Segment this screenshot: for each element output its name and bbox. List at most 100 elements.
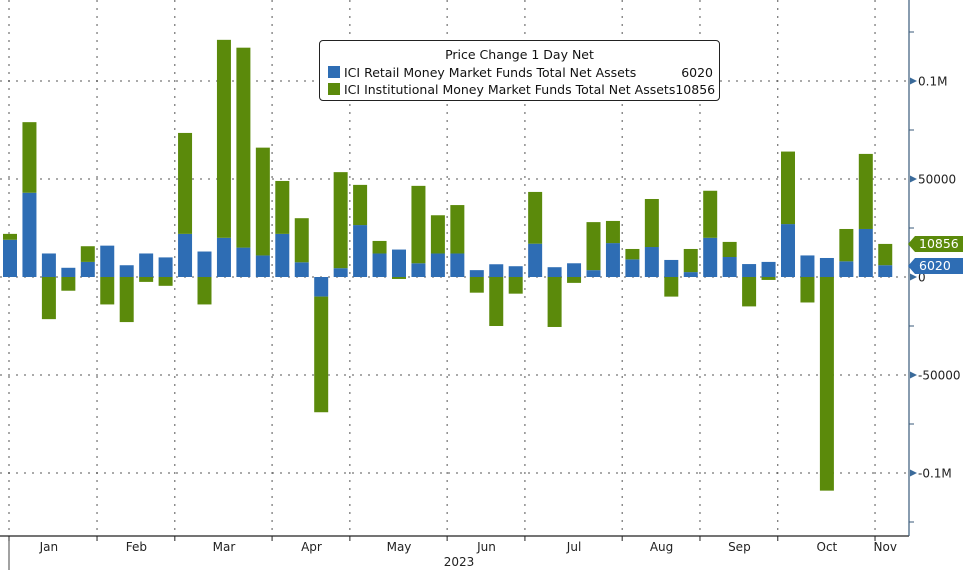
x-tick-label: Nov — [874, 540, 897, 554]
bar-institutional — [100, 277, 115, 305]
bar-retail — [605, 243, 620, 277]
bar-institutional — [722, 241, 737, 258]
y-tick-marker — [910, 273, 917, 281]
bar-retail — [100, 245, 115, 277]
bar-institutional — [80, 246, 95, 262]
bar-retail — [430, 253, 445, 277]
bar-retail — [3, 239, 17, 277]
bar-retail — [158, 257, 173, 277]
x-tick-label: Feb — [126, 540, 147, 554]
bar-institutional — [839, 228, 854, 262]
bar-institutional — [858, 153, 873, 229]
x-tick-label: Jan — [39, 540, 59, 554]
bar-retail — [41, 253, 56, 277]
bar-retail — [294, 262, 309, 277]
bar-institutional — [878, 243, 893, 266]
bar-retail — [547, 267, 562, 277]
bar-institutional — [314, 296, 329, 413]
y-tick-label: 0 — [918, 271, 926, 285]
bar-institutional — [139, 277, 154, 282]
bar-institutional — [625, 248, 640, 260]
bar-institutional — [61, 277, 76, 291]
y-tick-marker — [910, 175, 917, 183]
bar-institutional — [275, 180, 290, 234]
bar-institutional — [781, 151, 795, 225]
bar-institutional — [41, 277, 56, 320]
bar-institutional — [294, 218, 309, 263]
bar-retail — [683, 272, 698, 277]
y-tick-marker — [910, 371, 917, 379]
bar-institutional — [353, 184, 368, 226]
bar-institutional — [158, 277, 173, 286]
bar-retail — [314, 277, 329, 297]
bar-institutional — [255, 147, 270, 256]
x-tick-label: Sep — [728, 540, 751, 554]
bar-retail — [469, 270, 484, 277]
bar-retail — [528, 243, 543, 277]
bar-retail — [411, 263, 426, 277]
bar-retail — [372, 253, 387, 277]
bar-institutional — [411, 185, 426, 264]
bar-retail — [742, 264, 757, 277]
x-tick-label: Jun — [476, 540, 496, 554]
bar-institutional — [508, 277, 523, 294]
bar-retail — [450, 253, 465, 277]
x-tick-label: Mar — [213, 540, 236, 554]
bar-retail — [508, 266, 523, 277]
bar-retail — [139, 253, 154, 277]
legend-value-institutional: 10856 — [675, 81, 716, 97]
legend: Price Change 1 Day Net ICI Retail Money … — [319, 40, 720, 101]
bar-retail — [119, 265, 134, 277]
bar-institutional — [800, 277, 815, 303]
bar-retail — [392, 249, 406, 277]
bar-retail — [567, 263, 582, 277]
bar-institutional — [644, 198, 659, 248]
x-tick-label: Jul — [566, 540, 581, 554]
bar-retail — [878, 265, 893, 277]
bar-retail — [722, 257, 737, 277]
bar-retail — [703, 237, 718, 277]
x-tick-label: Apr — [301, 540, 322, 554]
bar-institutional — [178, 132, 193, 234]
bar-retail — [255, 255, 270, 277]
legend-label-institutional: ICI Institutional Money Market Funds Tot… — [344, 81, 676, 97]
bar-institutional — [761, 277, 776, 280]
bar-retail — [236, 247, 251, 277]
x-tick-label: Oct — [817, 540, 838, 554]
bar-institutional — [236, 47, 251, 248]
bar-institutional — [197, 277, 212, 305]
bar-retail — [800, 255, 815, 277]
bar-institutional — [742, 277, 757, 307]
bar-institutional — [664, 277, 679, 297]
bar-retail — [761, 261, 776, 277]
bar-retail — [819, 257, 834, 277]
y-tick-label: 0.1M — [918, 75, 947, 89]
bar-institutional — [586, 222, 601, 271]
bar-institutional — [469, 277, 484, 293]
bar-institutional — [430, 215, 445, 254]
bar-retail — [61, 267, 76, 277]
bar-retail — [586, 270, 601, 277]
y-tick-label: -50000 — [918, 369, 961, 383]
legend-item-retail: ICI Retail Money Market Funds Total Net … — [328, 64, 713, 80]
bars — [3, 39, 893, 491]
bar-institutional — [489, 277, 504, 326]
bar-retail — [781, 224, 795, 277]
bar-institutional — [567, 277, 582, 283]
bar-institutional — [528, 191, 543, 244]
bar-retail — [197, 251, 212, 277]
bar-retail — [178, 233, 193, 277]
bar-retail — [22, 192, 37, 277]
bar-institutional — [22, 122, 37, 193]
bar-retail — [839, 261, 854, 277]
bar-institutional — [547, 277, 562, 327]
y-tick-marker — [910, 469, 917, 477]
y-tick-label: 50000 — [918, 173, 956, 187]
legend-title: Price Change 1 Day Net — [445, 47, 594, 62]
legend-item-institutional: ICI Institutional Money Market Funds Tot… — [328, 81, 716, 97]
legend-value-retail: 6020 — [681, 64, 713, 80]
bar-retail — [80, 261, 95, 277]
bar-institutional — [703, 190, 718, 238]
bar-retail — [489, 264, 504, 277]
